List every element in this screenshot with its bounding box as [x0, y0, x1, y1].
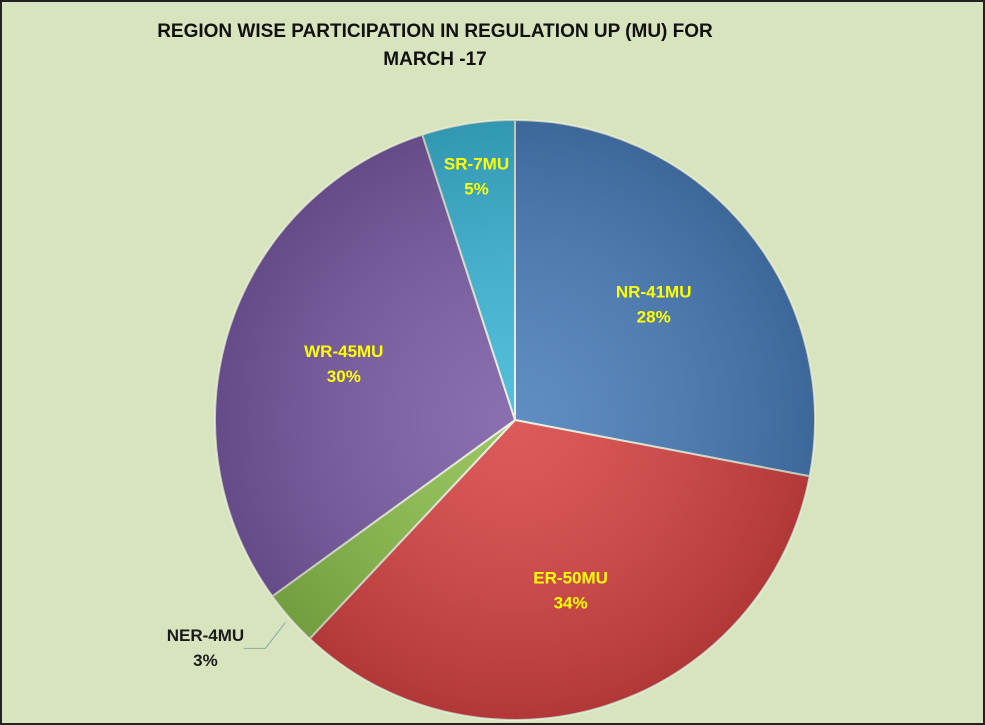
leader-line: [243, 622, 286, 649]
slice-label: NR-41MU: [616, 283, 692, 302]
slice-value-label: 3%: [193, 651, 218, 670]
slice-value-label: 30%: [327, 367, 361, 386]
slice-value-label: 34%: [554, 594, 588, 613]
chart-title: REGION WISE PARTICIPATION IN REGULATION …: [157, 21, 713, 42]
slice-label: NER-4MU: [167, 626, 244, 645]
slice-value-label: 5%: [464, 180, 489, 199]
slice-value-label: 28%: [637, 308, 671, 327]
slice-label: SR-7MU: [444, 155, 509, 174]
slice-label: WR-45MU: [304, 342, 383, 361]
slice-label: ER-50MU: [533, 569, 608, 588]
chart-title: MARCH -17: [383, 49, 486, 70]
